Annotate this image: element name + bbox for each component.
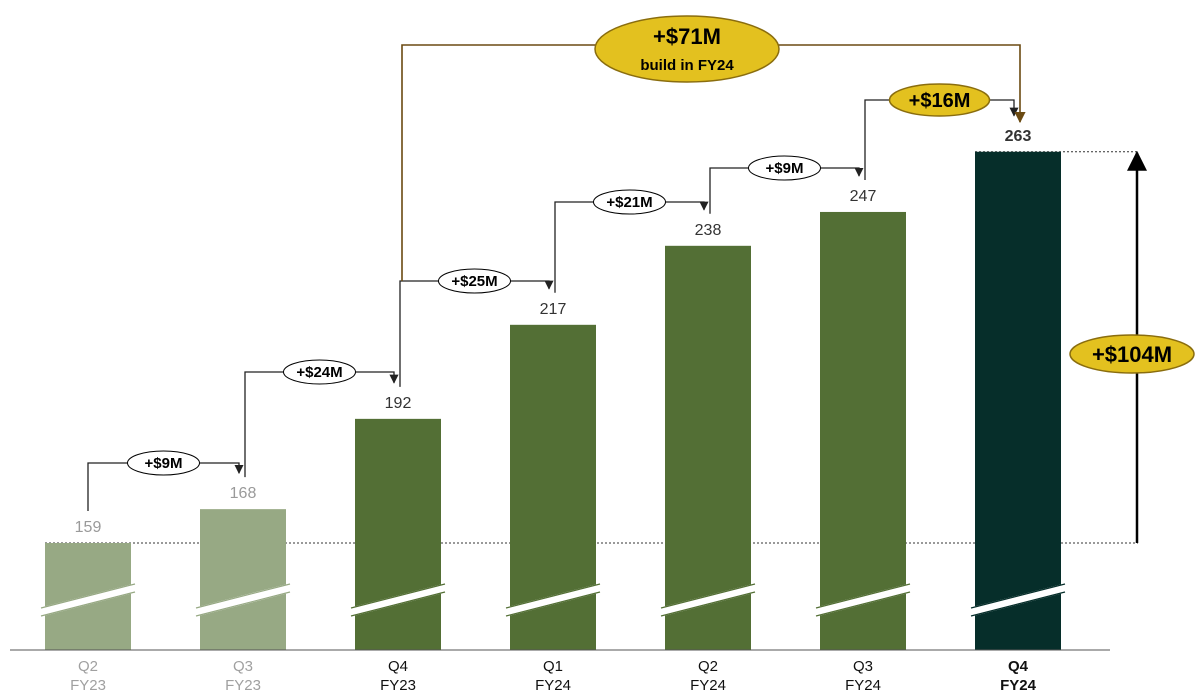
value-label-4: 238 xyxy=(695,222,722,239)
axis-break-white-2 xyxy=(349,583,447,617)
step-callout-oval-4 xyxy=(748,155,821,181)
value-label-5: 247 xyxy=(850,188,877,205)
bar-1 xyxy=(200,509,286,650)
tick-label-quarter-6: Q4 xyxy=(1008,658,1029,675)
axis-break-mark-6 xyxy=(969,583,1067,617)
axis-break-line-a-2 xyxy=(350,591,446,617)
axis-break-mark-4 xyxy=(659,583,757,617)
axis-break-line-a-3 xyxy=(505,591,601,617)
axis-break-line-b-6 xyxy=(970,583,1066,609)
tick-label-year-0: FY23 xyxy=(70,677,106,694)
step-callout-oval-0 xyxy=(127,450,200,476)
axis-break-mark-5 xyxy=(814,583,912,617)
step-callout-text-1: +$24M xyxy=(296,364,342,381)
summary-callout-line1: +$71M xyxy=(653,24,721,49)
x-axis: Q2 FY23 Q3 FY23 Q4 FY23 Q1 FY24 Q2 FY24 Q3 FY24 Q4 FY… xyxy=(10,649,1110,694)
change-callouts: +$104M +$9M +$24M +$25M +$21M +$9M +$16M +$71M b… xyxy=(127,15,1195,476)
axis-break-mark-0 xyxy=(39,583,137,617)
axis-break-line-b-4 xyxy=(660,583,756,609)
summary-callout-oval xyxy=(594,15,780,83)
axis-break-mark-3 xyxy=(504,583,602,617)
value-label-0: 159 xyxy=(75,519,102,536)
axis-break-white-0 xyxy=(39,583,137,617)
tick-label-quarter-3: Q1 xyxy=(543,658,563,675)
axis-break-line-b-5 xyxy=(815,583,911,609)
tick-label-year-2: FY23 xyxy=(380,677,416,694)
axis-break-line-b-3 xyxy=(505,583,601,609)
bar-6 xyxy=(975,151,1061,651)
value-label-3: 217 xyxy=(540,301,567,318)
tick-label-year-4: FY24 xyxy=(690,677,726,694)
total-change-text: +$104M xyxy=(1092,342,1172,367)
value-label-2: 192 xyxy=(385,395,412,412)
step-callout-0: +$9M xyxy=(127,450,200,476)
axis-break-white-6 xyxy=(969,583,1067,617)
step-callout-3: +$21M xyxy=(593,189,666,215)
value-label-1: 168 xyxy=(230,485,257,502)
total-change-oval xyxy=(1069,334,1195,374)
summary-callout-line2: build in FY24 xyxy=(640,57,734,74)
step-callout-oval-2 xyxy=(438,268,511,294)
step-callout-4: +$9M xyxy=(748,155,821,181)
axis-break-line-a-0 xyxy=(40,591,136,617)
step-callout-oval-1 xyxy=(283,359,356,385)
step-callout-text-5: +$16M xyxy=(909,90,971,112)
summary-callout: +$71M build in FY24 xyxy=(594,15,780,83)
step-callout-1: +$24M xyxy=(283,359,356,385)
axis-break-mark-2 xyxy=(349,583,447,617)
tick-label-year-3: FY24 xyxy=(535,677,571,694)
step-callout-text-0: +$9M xyxy=(145,455,183,472)
step-callout-oval-3 xyxy=(593,189,666,215)
axis-break-white-1 xyxy=(194,583,292,617)
step-callout-5: +$16M xyxy=(888,83,991,117)
step-callout-text-2: +$25M xyxy=(451,273,497,290)
bar-2 xyxy=(355,418,441,650)
axis-break-mark-1 xyxy=(194,583,292,617)
axis-break-white-5 xyxy=(814,583,912,617)
bar-4 xyxy=(665,245,751,650)
step-callout-text-4: +$9M xyxy=(766,160,804,177)
axis-break-white-3 xyxy=(504,583,602,617)
tick-label-quarter-4: Q2 xyxy=(698,658,718,675)
step-callout-text-3: +$21M xyxy=(606,194,652,211)
tick-label-quarter-5: Q3 xyxy=(853,658,873,675)
axis-break-line-b-1 xyxy=(195,583,291,609)
tick-label-quarter-2: Q4 xyxy=(388,658,408,675)
bars xyxy=(39,151,1067,651)
step-callout-oval-5 xyxy=(888,83,991,117)
step-callout-2: +$25M xyxy=(438,268,511,294)
tick-label-year-6: FY24 xyxy=(1000,677,1037,694)
bar-5 xyxy=(820,211,906,650)
axis-break-line-a-5 xyxy=(815,591,911,617)
tick-label-quarter-1: Q3 xyxy=(233,658,253,675)
axis-break-line-b-0 xyxy=(40,583,136,609)
axis-break-line-a-6 xyxy=(970,591,1066,617)
total-change-callout: +$104M xyxy=(1069,334,1195,374)
value-label-6: 263 xyxy=(1005,128,1032,145)
tick-label-quarter-0: Q2 xyxy=(78,658,98,675)
axis-break-white-4 xyxy=(659,583,757,617)
value-labels: 159 168 192 217 238 247 263 xyxy=(75,128,1032,536)
tick-label-year-5: FY24 xyxy=(845,677,881,694)
axis-break-line-a-4 xyxy=(660,591,756,617)
tick-label-year-1: FY23 xyxy=(225,677,261,694)
axis-break-line-b-2 xyxy=(350,583,446,609)
axis-break-line-a-1 xyxy=(195,591,291,617)
